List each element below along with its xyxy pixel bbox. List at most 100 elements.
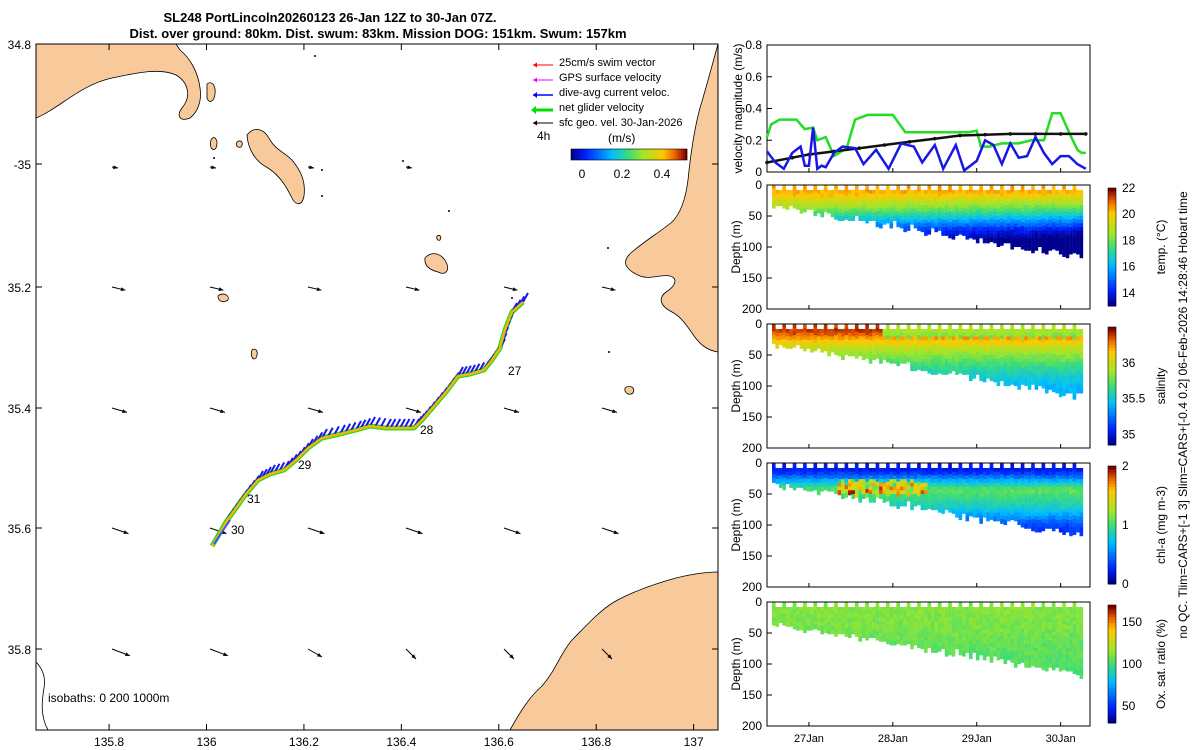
profile-sample [1024, 381, 1028, 387]
profile-sample [930, 208, 935, 214]
profile-sample [1000, 218, 1004, 224]
profile-sample [1055, 355, 1059, 360]
profile-sample [979, 646, 983, 652]
profile-sample [778, 336, 783, 342]
profile-sample [993, 362, 997, 368]
profile-sample [844, 470, 849, 476]
profile-sample [1065, 486, 1070, 492]
profile-sample [782, 463, 786, 468]
profile-sample [968, 218, 973, 224]
profile-sample [920, 358, 925, 364]
profile-sample [1069, 647, 1073, 653]
profile-sample [934, 618, 939, 624]
profile-sample [1027, 369, 1032, 375]
profile-sample [906, 188, 911, 194]
profile-sample [868, 625, 873, 631]
profile-sample [1038, 377, 1042, 383]
profile-sample [785, 193, 790, 199]
profile-sample [1020, 372, 1025, 378]
profile-sample [865, 492, 869, 498]
map-y-tick-label: -35 [14, 158, 32, 172]
profile-sample [1062, 324, 1066, 329]
profile-sample [930, 362, 935, 368]
profile-sample [1003, 629, 1008, 635]
profile-sample [896, 361, 900, 367]
profile-sample [1020, 364, 1025, 370]
profile-sample [813, 324, 818, 329]
profile-sample [785, 343, 790, 349]
profile-sample [913, 610, 918, 616]
profile-sample [1020, 631, 1025, 637]
profile-sample [955, 501, 959, 507]
profile-sample [1020, 338, 1025, 344]
profile-sample [1010, 650, 1015, 656]
profile-sample [879, 347, 883, 353]
profile-sample [799, 343, 804, 349]
profile-sample [820, 193, 824, 199]
profile-sample [1017, 227, 1021, 233]
profile-sample [1034, 242, 1039, 248]
profile-sample [906, 222, 911, 228]
profile-sample [899, 501, 904, 507]
profile-sample [1017, 212, 1021, 218]
profile-sample [1051, 203, 1056, 209]
profile-sample [782, 470, 786, 476]
profile-sample [830, 610, 835, 616]
profile-sample [930, 621, 935, 627]
profile-sample [1031, 229, 1035, 235]
profile-sample [899, 204, 904, 210]
profile-sample [1041, 463, 1046, 468]
profile-sample [1069, 384, 1073, 390]
profile-sample [1062, 188, 1066, 194]
profile-sample [941, 347, 945, 353]
profile-sample [968, 485, 973, 491]
profile-sample [944, 204, 949, 210]
profile-ylabel: Depth (m) [729, 220, 743, 273]
profile-sample [1003, 640, 1008, 646]
profile-colorbar-segment [1108, 255, 1116, 260]
profile-sample [962, 358, 966, 364]
profile-sample [965, 479, 970, 485]
map-y-tick-label: 35.2 [8, 281, 32, 295]
profile-sample [841, 336, 845, 342]
profile-colorbar-segment [1108, 391, 1116, 396]
profile-sample [810, 336, 814, 342]
profile-sample [879, 490, 883, 496]
profile-sample [972, 328, 977, 334]
profile-sample [1000, 492, 1004, 498]
profile-sample [934, 212, 939, 218]
profile-sample [868, 486, 873, 492]
profile-sample [993, 332, 997, 338]
profile-sample [927, 338, 932, 344]
profile-sample [1027, 647, 1032, 653]
track-label-30: 30 [231, 523, 245, 537]
profile-sample [1027, 486, 1032, 492]
profile-sample [975, 351, 980, 357]
profile-sample [1010, 185, 1015, 190]
velocity-ylabel: velocity magnitude (m/s) [731, 43, 745, 173]
profile-sample [910, 467, 914, 473]
profile-sample [837, 328, 842, 334]
profile-sample [1076, 362, 1080, 368]
profile-sample [1024, 636, 1028, 642]
profile-sample [899, 212, 904, 218]
profile-colorbar-tick: 0 [1122, 577, 1129, 591]
profile-colorbar-segment [1108, 335, 1116, 340]
velocity-series-1 [766, 132, 1086, 164]
profile-sample [1076, 636, 1080, 642]
profile-sample [896, 192, 900, 198]
profile-sample [868, 614, 873, 620]
profile-sample [820, 475, 824, 481]
profile-sample [872, 351, 876, 357]
profile-sample [927, 327, 932, 333]
profile-sample [796, 618, 800, 624]
profile-sample [858, 610, 862, 616]
profile-sample [1044, 223, 1049, 229]
profile-sample [982, 479, 987, 485]
profile-sample [937, 609, 942, 615]
profile-sample [903, 625, 907, 631]
profile-colorbar-segment [1108, 655, 1116, 659]
profile-sample [1076, 501, 1080, 507]
profile-sample [1031, 342, 1035, 348]
map-y-tick-label: 35.4 [8, 402, 32, 416]
